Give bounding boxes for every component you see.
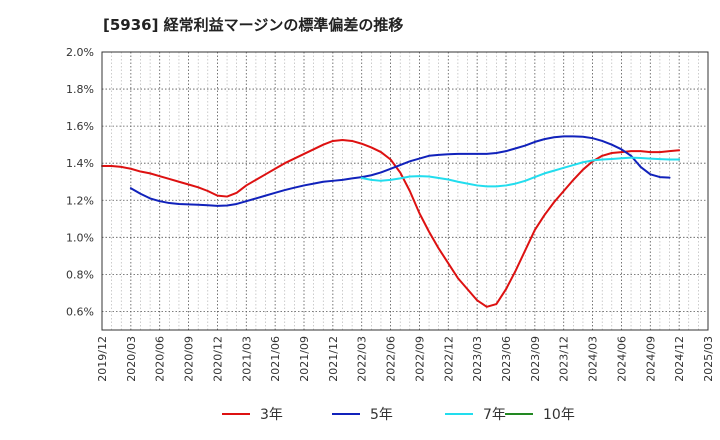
x-tick-label: 2019/12 [96, 336, 109, 382]
x-tick-label: 2023/12 [558, 336, 571, 382]
x-tick-label: 2024/06 [615, 336, 628, 382]
y-tick-label: 1.6% [66, 120, 94, 133]
axis-layer: 0.6% 0.8% 1.0% 1.2% 1.4% 1.6% 1.8% 2.0% 2019/12 2… [66, 46, 715, 382]
x-tick-label: 2023/03 [471, 336, 484, 382]
grid-layer [102, 51, 708, 330]
legend-label-0: 3年 [260, 407, 283, 423]
legend-label-3: 10年 [543, 407, 575, 423]
x-tick-label: 2023/06 [500, 336, 513, 382]
x-tick-label: 2021/09 [298, 336, 311, 382]
plot-frame [101, 51, 709, 331]
series-line-0 [101, 139, 681, 308]
series-line-2 [360, 156, 681, 188]
y-tick-label: 0.6% [66, 305, 94, 318]
y-tick-label: 1.0% [66, 231, 94, 244]
x-tick-label: 2025/03 [702, 336, 715, 382]
x-tick-label: 2023/09 [529, 336, 542, 382]
x-tick-label: 2024/12 [673, 336, 686, 382]
x-tick-label: 2020/12 [211, 336, 224, 382]
x-tick-label: 2022/12 [442, 336, 455, 382]
x-tick-label: 2021/03 [240, 336, 253, 382]
y-tick-label: 1.4% [66, 157, 94, 170]
x-tick-label: 2020/06 [154, 336, 167, 382]
legend-label-2: 7年 [483, 407, 506, 423]
x-tick-label: 2022/09 [413, 336, 426, 382]
x-tick-label: 2022/06 [385, 336, 398, 382]
x-tick-label: 2022/03 [356, 336, 369, 382]
series-line-1 [129, 135, 671, 207]
x-tick-label: 2024/09 [644, 336, 657, 382]
x-tick-label: 2020/09 [183, 336, 196, 382]
chart-title: [5936] 経常利益マージンの標準偏差の推移 [103, 16, 404, 34]
y-tick-label: 1.2% [66, 194, 94, 207]
y-tick-label: 0.8% [66, 268, 94, 281]
y-tick-label: 1.8% [66, 83, 94, 96]
x-tick-label: 2024/03 [587, 336, 600, 382]
x-tick-label: 2020/03 [125, 336, 138, 382]
legend-label-1: 5年 [370, 407, 393, 423]
y-tick-label: 2.0% [66, 46, 94, 59]
x-tick-label: 2021/06 [269, 336, 282, 382]
legend: 3年 5年 7年 10年 [222, 407, 575, 423]
series-layer [101, 135, 681, 308]
x-tick-label: 2021/12 [327, 336, 340, 382]
